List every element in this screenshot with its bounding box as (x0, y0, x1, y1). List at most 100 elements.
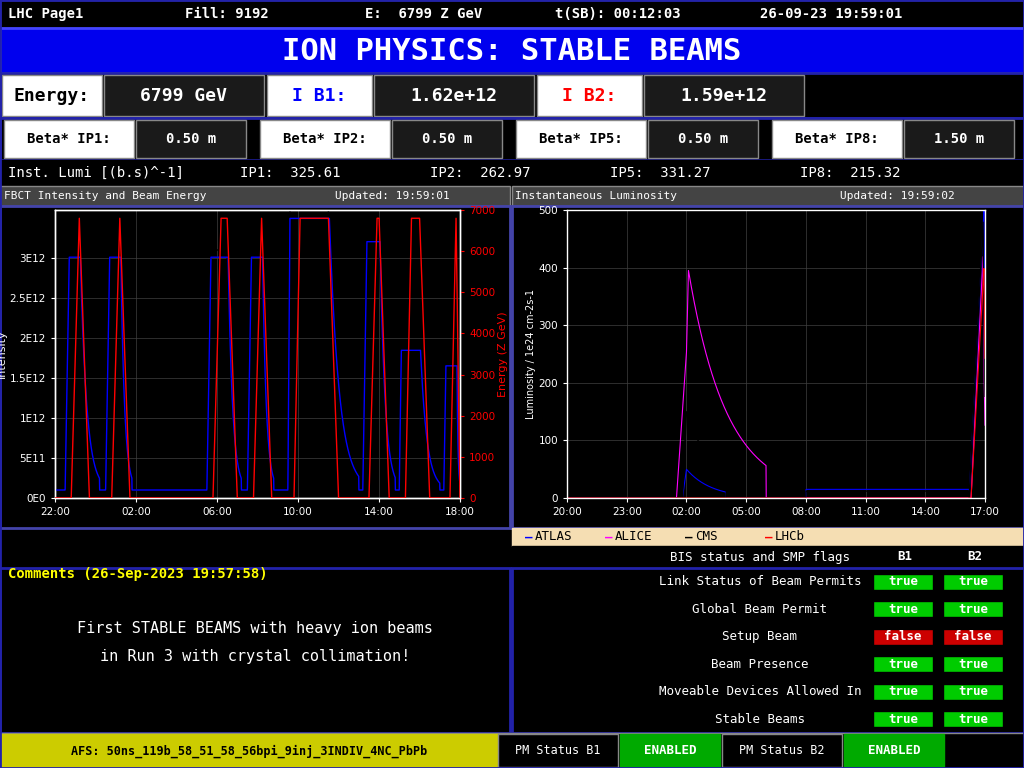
LHCb (739, 493, 752, 502)
Text: First STABLE BEAMS with heavy ion beams: First STABLE BEAMS with heavy ion beams (77, 621, 433, 635)
Y-axis label: Energy (Z GeV): Energy (Z GeV) (498, 311, 508, 397)
Text: Updated: 19:59:01: Updated: 19:59:01 (335, 191, 450, 201)
Text: Energy:: Energy: (14, 87, 90, 105)
Line: ATLAS: ATLAS (567, 211, 985, 498)
ATLAS (760, 493, 772, 502)
ALICE (977, 252, 989, 261)
ATLAS (978, 207, 990, 216)
Text: true: true (958, 575, 988, 588)
Text: ENABLED: ENABLED (644, 744, 696, 757)
Text: LHCb: LHCb (775, 531, 805, 544)
ATLAS (561, 493, 573, 502)
Text: ALICE: ALICE (615, 531, 652, 544)
Text: 1.59e+12: 1.59e+12 (681, 87, 768, 105)
Y-axis label: Intensity: Intensity (0, 329, 7, 379)
Text: Beta* IP5:: Beta* IP5: (539, 132, 623, 146)
Bar (2, 75, 102, 116)
Bar (722, 734, 842, 767)
Bar (873, 601, 933, 617)
ATLAS (966, 434, 978, 443)
ALICE (561, 493, 573, 502)
Bar (0, 160, 1024, 186)
Bar (943, 684, 1002, 700)
Text: FBCT Intensity and Beam Energy: FBCT Intensity and Beam Energy (4, 191, 207, 201)
ALICE (739, 440, 752, 449)
CMS (561, 493, 573, 502)
Text: Comments (26-Sep-2023 19:57:58): Comments (26-Sep-2023 19:57:58) (8, 567, 267, 581)
Bar (136, 120, 246, 158)
Text: BIS status and SMP flags: BIS status and SMP flags (670, 551, 850, 564)
LHCb (760, 493, 772, 502)
Bar (0, 568, 510, 733)
Text: true: true (888, 603, 918, 616)
Bar (943, 574, 1002, 590)
ATLAS (979, 319, 991, 328)
Text: Link Status of Beam Permits: Link Status of Beam Permits (658, 575, 861, 588)
Text: I B2:: I B2: (562, 87, 616, 105)
Text: E:  6799 Z GeV: E: 6799 Z GeV (365, 7, 482, 21)
Bar (943, 629, 1002, 645)
CMS (864, 486, 877, 495)
Text: —: — (765, 531, 772, 544)
Text: PM Status B2: PM Status B2 (739, 744, 824, 757)
ALICE (760, 461, 772, 470)
Bar (644, 75, 804, 116)
Text: LHC Page1: LHC Page1 (8, 7, 83, 21)
CMS (977, 217, 989, 227)
Bar (0, 73, 1024, 118)
Text: 0.50 m: 0.50 m (678, 132, 728, 146)
Text: AFS: 50ns_119b_58_51_58_56bpi_9inj_3INDIV_4NC_PbPb: AFS: 50ns_119b_58_51_58_56bpi_9inj_3INDI… (71, 744, 427, 758)
Text: ION PHYSICS: STABLE BEAMS: ION PHYSICS: STABLE BEAMS (283, 37, 741, 65)
Text: IP8:  215.32: IP8: 215.32 (800, 166, 900, 180)
ALICE (864, 493, 877, 502)
Bar (844, 734, 944, 767)
Text: true: true (958, 713, 988, 726)
Text: Moveable Devices Allowed In: Moveable Devices Allowed In (658, 685, 861, 698)
LHCb (966, 474, 978, 483)
Bar (537, 75, 642, 116)
Bar (873, 711, 933, 727)
Bar (516, 120, 646, 158)
Bar (943, 711, 1002, 727)
Text: ENABLED: ENABLED (867, 744, 921, 757)
CMS (979, 392, 991, 401)
Line: LHCb: LHCb (567, 269, 985, 498)
ALICE (945, 493, 957, 502)
Bar (260, 120, 390, 158)
Text: true: true (888, 657, 918, 670)
Text: true: true (958, 685, 988, 698)
Text: Inst. Lumi [(b.s)^-1]: Inst. Lumi [(b.s)^-1] (8, 166, 184, 180)
Text: true: true (888, 685, 918, 698)
Bar (0, 734, 498, 767)
Text: true: true (888, 713, 918, 726)
Text: Updated: 19:59:02: Updated: 19:59:02 (840, 191, 954, 201)
Text: 6799 GeV: 6799 GeV (140, 87, 227, 105)
Text: true: true (888, 575, 918, 588)
CMS (945, 486, 957, 495)
Text: t(SB): 00:12:03: t(SB): 00:12:03 (555, 7, 681, 21)
Bar (0, 206, 510, 528)
Text: Beta* IP1:: Beta* IP1: (27, 132, 111, 146)
Text: CMS: CMS (695, 531, 718, 544)
CMS (736, 493, 749, 502)
ALICE (966, 472, 978, 481)
LHCb (864, 493, 877, 502)
Bar (267, 75, 372, 116)
Text: IP2:  262.97: IP2: 262.97 (430, 166, 530, 180)
ATLAS (739, 493, 752, 502)
Text: Beta* IP2:: Beta* IP2: (283, 132, 367, 146)
Bar (0, 733, 1024, 768)
ALICE (736, 436, 749, 445)
Text: Setup Beam: Setup Beam (723, 631, 798, 644)
Text: —: — (525, 531, 532, 544)
Y-axis label: Luminosity / 1e24 cm-2s-1: Luminosity / 1e24 cm-2s-1 (525, 289, 536, 419)
CMS (760, 493, 772, 502)
LHCb (978, 264, 990, 273)
Bar (772, 120, 902, 158)
Text: 0.50 m: 0.50 m (422, 132, 472, 146)
Bar (104, 75, 264, 116)
Bar (873, 656, 933, 672)
Text: true: true (958, 657, 988, 670)
Text: IP5:  331.27: IP5: 331.27 (610, 166, 711, 180)
Bar (512, 206, 1024, 528)
